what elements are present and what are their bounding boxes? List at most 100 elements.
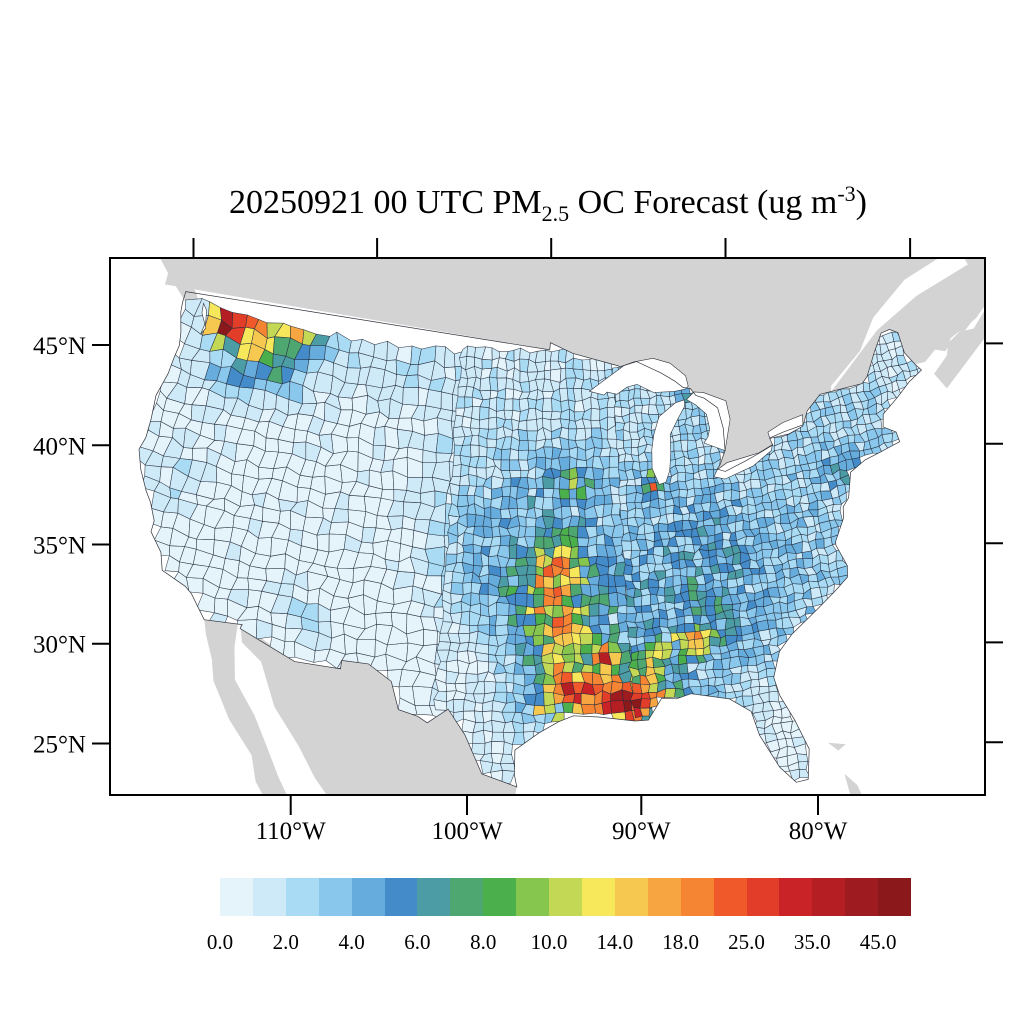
colorbar-segment <box>318 878 352 916</box>
county-cell <box>552 616 564 628</box>
colorbar-segment <box>713 878 747 916</box>
county-cell <box>452 464 462 477</box>
county-cell <box>715 617 727 631</box>
county-cell <box>678 496 687 508</box>
vancouver-island <box>159 258 200 308</box>
colorbar-segment <box>285 878 319 916</box>
county-cell <box>471 406 481 421</box>
bay-of-fundy <box>924 345 951 378</box>
county-cell <box>597 573 609 588</box>
county-cell <box>466 345 476 358</box>
county-cell <box>231 312 248 329</box>
county-cell <box>619 509 629 521</box>
county-cell <box>723 482 732 492</box>
colorbar-segment <box>680 878 714 916</box>
county-cell <box>526 430 538 442</box>
county-cell <box>380 470 395 490</box>
county-cell <box>346 437 359 453</box>
county-cell <box>526 593 535 609</box>
county-cell <box>847 434 856 444</box>
county-cell <box>792 583 805 594</box>
county-cell <box>373 340 388 361</box>
lon-tick-label: 100°W <box>431 818 502 845</box>
county-cell <box>470 592 481 606</box>
county-cell <box>384 540 401 563</box>
county-cell <box>798 761 809 770</box>
county-cell <box>483 680 497 695</box>
county-cell <box>527 440 537 451</box>
colorbar-segment <box>746 878 780 916</box>
county-cell <box>619 389 630 402</box>
county-cell <box>423 628 438 647</box>
colorbar-tick-label: 6.0 <box>404 930 431 954</box>
county-cell <box>842 420 852 429</box>
county-cell <box>470 742 486 755</box>
county-cell <box>515 593 528 607</box>
county-cell <box>802 558 813 569</box>
county-cell <box>611 664 621 676</box>
lat-tick-label: 30°N <box>33 632 86 659</box>
county-cell <box>573 692 582 705</box>
county-cell <box>522 654 536 667</box>
bahamas-island <box>844 773 862 795</box>
county-cell <box>580 703 596 715</box>
county-cell <box>657 522 669 532</box>
county-cell <box>542 410 553 421</box>
county-cell <box>524 526 536 538</box>
colorbar-segment <box>351 878 385 916</box>
county-cell <box>626 478 636 487</box>
title-prefix: 20250921 00 UTC PM <box>229 184 542 221</box>
county-cell <box>589 615 600 627</box>
county-cell <box>462 406 473 419</box>
county-cell <box>558 488 570 500</box>
county-cell <box>458 632 471 644</box>
county-cell <box>402 387 419 406</box>
colorbar-segment <box>220 878 253 916</box>
county-cell <box>679 638 689 650</box>
county-cell <box>735 520 744 533</box>
county-cell <box>293 429 308 443</box>
county-cell <box>464 396 473 409</box>
county-cell <box>495 614 510 627</box>
prince-edward-island <box>952 321 973 333</box>
county-cell <box>688 590 699 602</box>
county-cell <box>443 346 456 369</box>
colorbar-segment <box>384 878 418 916</box>
lat-tick-label: 25°N <box>33 732 86 759</box>
county-cell <box>664 575 674 589</box>
county-cell <box>613 575 627 587</box>
colorbar-segment <box>845 878 879 916</box>
county-cell <box>491 347 500 361</box>
county-cell <box>542 509 555 518</box>
bahamas-island <box>896 798 915 804</box>
county-cell <box>525 517 537 528</box>
county-cell <box>543 576 554 589</box>
colorbar-segment <box>252 878 286 916</box>
county-cell <box>440 391 453 412</box>
county-cell <box>532 705 546 716</box>
lat-tick-label: 35°N <box>33 533 86 560</box>
lon-tick-label: 80°W <box>789 818 848 845</box>
county-cell <box>214 526 234 543</box>
colorbar-tick-label: 35.0 <box>793 930 831 954</box>
county-cell <box>634 502 643 510</box>
county-cell <box>543 369 552 381</box>
lon-tick-label: 90°W <box>612 818 671 845</box>
county-cell <box>255 537 272 557</box>
county-cell <box>265 437 279 453</box>
county-cell <box>768 690 780 703</box>
county-cell <box>466 494 475 507</box>
county-cell <box>569 576 581 585</box>
county-cell <box>479 406 490 421</box>
county-cell <box>543 488 555 498</box>
county-cell <box>541 397 553 412</box>
county-cell <box>400 527 415 548</box>
county-cell <box>704 605 717 617</box>
county-cell <box>676 615 685 626</box>
county-cell <box>581 359 591 371</box>
county-cell <box>474 643 489 655</box>
map-canvas: 45°N 40°N 35°N 30°N 25°N 110°W 100°W 90°W 80°W <box>33 238 1003 845</box>
county-cell <box>821 594 830 605</box>
county-cell <box>482 497 492 509</box>
county-cell <box>559 498 571 507</box>
